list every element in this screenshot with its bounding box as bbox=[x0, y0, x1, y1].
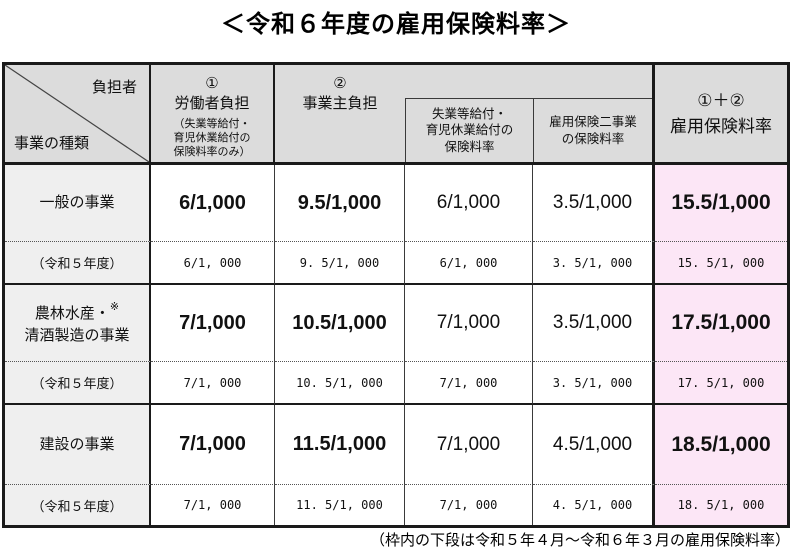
agriculture-worker-rate: 7/1,000 bbox=[151, 285, 275, 362]
agriculture-prev-total-rate: 17. 5/1, 000 bbox=[655, 362, 787, 405]
header-employer-benefit-2: 育児休業給付の bbox=[425, 123, 514, 138]
page-title: ＜令和６年度の雇用保険料率＞ bbox=[221, 11, 571, 38]
row-label-agriculture-sake-business: 農林水産・※ 清酒製造の事業 bbox=[5, 285, 151, 362]
construction-prev-worker-rate: 7/1, 000 bbox=[151, 485, 275, 525]
construction-prev-employer-biz-rate: 4. 5/1, 000 bbox=[533, 485, 655, 525]
construction-employer-biz-rate: 4.5/1,000 bbox=[533, 405, 655, 485]
construction-prev-employer-rate: 11. 5/1, 000 bbox=[275, 485, 405, 525]
header-corner-cell: 負担者 事業の種類 bbox=[5, 65, 151, 165]
header-total-rate: ①＋② 雇用保険料率 bbox=[655, 65, 787, 165]
general-employer-benefit-rate: 6/1,000 bbox=[405, 165, 533, 242]
header-employer-title-block: ② 事業主負担 bbox=[275, 74, 405, 115]
construction-employer-benefit-rate: 7/1,000 bbox=[405, 405, 533, 485]
header-worker-burden: ① 労働者負担 （失業等給付・ 育児休業給付の 保険料率のみ） bbox=[151, 65, 275, 165]
header-employer-biz-subcolumn: 雇用保険二事業 の保険料率 bbox=[533, 98, 652, 162]
agriculture-employer-rate: 10.5/1,000 bbox=[275, 285, 405, 362]
general-prev-year-label: （令和５年度） bbox=[5, 242, 151, 285]
agriculture-prev-employer-rate: 10. 5/1, 000 bbox=[275, 362, 405, 405]
header-worker-note-2: 育児休業給付の bbox=[173, 131, 251, 144]
construction-total-rate: 18.5/1,000 bbox=[655, 405, 787, 485]
agriculture-label-line1: 農林水産・ bbox=[34, 304, 110, 322]
header-worker-title: 労働者負担 bbox=[174, 95, 250, 113]
agriculture-prev-worker-rate: 7/1, 000 bbox=[151, 362, 275, 405]
header-burden-label: 負担者 bbox=[91, 79, 137, 96]
construction-prev-employer-benefit-rate: 7/1, 000 bbox=[405, 485, 533, 525]
general-prev-total-rate: 15. 5/1, 000 bbox=[655, 242, 787, 285]
construction-worker-rate: 7/1,000 bbox=[151, 405, 275, 485]
header-worker-no: ① bbox=[205, 75, 219, 92]
header-total-title: 雇用保険料率 bbox=[670, 116, 772, 136]
general-worker-rate: 6/1,000 bbox=[151, 165, 275, 242]
header-worker-note-3: 保険料率のみ） bbox=[173, 146, 251, 159]
agriculture-prev-year-label: （令和５年度） bbox=[5, 362, 151, 405]
agriculture-employer-benefit-rate: 7/1,000 bbox=[405, 285, 533, 362]
general-employer-biz-rate: 3.5/1,000 bbox=[533, 165, 655, 242]
agriculture-prev-employer-biz-rate: 3. 5/1, 000 bbox=[533, 362, 655, 405]
agriculture-prev-employer-benefit-rate: 7/1, 000 bbox=[405, 362, 533, 405]
header-worker-note-1: （失業等給付・ bbox=[173, 117, 251, 130]
footer-note: （枠内の下段は令和５年４月～令和６年３月の雇用保険料率） bbox=[369, 532, 790, 548]
general-prev-employer-benefit-rate: 6/1, 000 bbox=[405, 242, 533, 285]
header-employer-title: 事業主負担 bbox=[302, 95, 378, 113]
header-employer-no: ② bbox=[333, 75, 347, 92]
agriculture-total-rate: 17.5/1,000 bbox=[655, 285, 787, 362]
header-employer-benefit-1: 失業等給付・ bbox=[431, 107, 507, 122]
header-employer-benefit-subcolumn: 失業等給付・ 育児休業給付の 保険料率 bbox=[405, 98, 533, 162]
construction-employer-rate: 11.5/1,000 bbox=[275, 405, 405, 485]
note-mark: ※ bbox=[109, 300, 120, 313]
agriculture-employer-biz-rate: 3.5/1,000 bbox=[533, 285, 655, 362]
general-prev-worker-rate: 6/1, 000 bbox=[151, 242, 275, 285]
general-employer-rate: 9.5/1,000 bbox=[275, 165, 405, 242]
general-prev-employer-rate: 9. 5/1, 000 bbox=[275, 242, 405, 285]
header-business-type-label: 事業の種類 bbox=[14, 135, 90, 152]
construction-prev-year-label: （令和５年度） bbox=[5, 485, 151, 525]
diagonal-divider-line bbox=[5, 65, 149, 162]
header-employer-burden-group: ② 事業主負担 失業等給付・ 育児休業給付の 保険料率 雇用保険二事業 の保険料… bbox=[275, 65, 655, 165]
header-total-no: ①＋② bbox=[697, 91, 745, 110]
general-prev-employer-biz-rate: 3. 5/1, 000 bbox=[533, 242, 655, 285]
header-employer-benefit-3: 保険料率 bbox=[444, 139, 495, 154]
general-total-rate: 15.5/1,000 bbox=[655, 165, 787, 242]
row-label-general-business: 一般の事業 bbox=[5, 165, 151, 242]
header-employer-biz-2: の保険料率 bbox=[561, 131, 625, 146]
agriculture-label-line2: 清酒製造の事業 bbox=[24, 326, 130, 344]
construction-prev-total-rate: 18. 5/1, 000 bbox=[655, 485, 787, 525]
header-employer-biz-1: 雇用保険二事業 bbox=[549, 115, 637, 130]
insurance-rate-table: 負担者 事業の種類 ① 労働者負担 （失業等給付・ 育児休業給付の 保険料率のみ… bbox=[2, 62, 790, 528]
row-label-construction-business: 建設の事業 bbox=[5, 405, 151, 485]
